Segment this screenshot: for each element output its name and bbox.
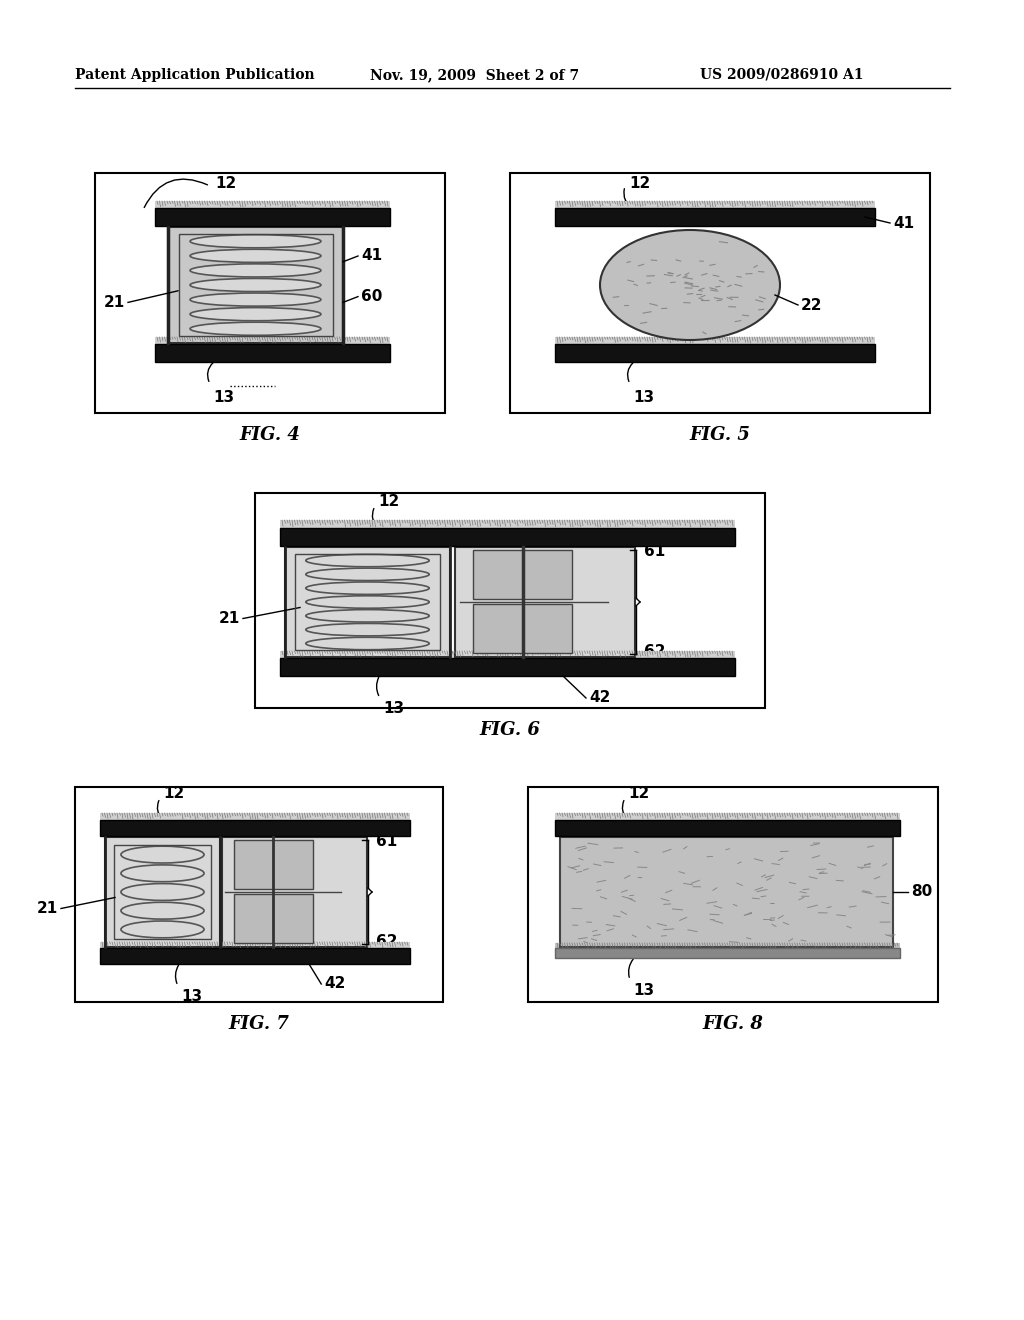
Text: 12: 12 [378, 495, 399, 510]
Ellipse shape [190, 308, 321, 321]
Ellipse shape [121, 921, 204, 937]
Bar [555, 337, 874, 345]
Bar [285, 546, 450, 657]
Text: 42: 42 [589, 690, 610, 705]
Bar [114, 845, 211, 939]
Bar [100, 820, 410, 836]
Bar [473, 605, 572, 653]
Bar [555, 345, 874, 362]
Text: FIG. 8: FIG. 8 [702, 1015, 764, 1034]
Text: 21: 21 [37, 902, 58, 916]
Text: 12: 12 [215, 177, 237, 191]
Bar [155, 201, 390, 209]
Ellipse shape [306, 568, 429, 581]
Bar [555, 820, 900, 836]
Bar [155, 345, 390, 362]
Text: FIG. 7: FIG. 7 [228, 1015, 290, 1034]
Bar [555, 942, 900, 949]
Text: 61: 61 [376, 834, 397, 850]
Ellipse shape [306, 623, 429, 636]
Ellipse shape [121, 846, 204, 863]
Text: Patent Application Publication: Patent Application Publication [75, 69, 314, 82]
Text: 13: 13 [213, 389, 234, 405]
Bar [100, 948, 410, 964]
Text: 13: 13 [633, 389, 654, 405]
Bar [155, 209, 390, 226]
Bar [473, 550, 572, 599]
Ellipse shape [121, 883, 204, 900]
Bar [75, 787, 443, 1002]
Text: 41: 41 [893, 215, 914, 231]
Ellipse shape [190, 293, 321, 306]
Bar [105, 837, 220, 946]
Text: 62: 62 [644, 644, 666, 660]
Bar [560, 837, 893, 946]
Bar [510, 173, 930, 413]
Bar [233, 840, 313, 888]
Text: 12: 12 [628, 787, 649, 801]
Bar [280, 651, 735, 659]
Ellipse shape [121, 865, 204, 882]
Text: 61: 61 [644, 544, 666, 560]
Ellipse shape [190, 249, 321, 263]
Text: 13: 13 [383, 701, 404, 715]
Bar [455, 546, 635, 657]
Text: 12: 12 [629, 177, 650, 191]
Bar [528, 787, 938, 1002]
Text: FIG. 4: FIG. 4 [240, 426, 300, 444]
Bar [178, 234, 333, 337]
Bar [280, 528, 735, 546]
Bar [295, 553, 440, 651]
Ellipse shape [190, 235, 321, 248]
Text: 22: 22 [801, 297, 822, 313]
Bar [555, 813, 900, 821]
Bar [168, 227, 343, 343]
Bar [100, 813, 410, 821]
Text: FIG. 6: FIG. 6 [479, 721, 541, 739]
Bar [555, 948, 900, 958]
Bar [100, 942, 410, 949]
Text: 13: 13 [633, 983, 654, 998]
Text: 42: 42 [325, 977, 346, 991]
Ellipse shape [600, 230, 780, 341]
Bar [255, 492, 765, 708]
Bar [280, 657, 735, 676]
Ellipse shape [190, 322, 321, 335]
Bar [222, 837, 367, 946]
Text: 12: 12 [163, 787, 184, 801]
Text: FIG. 5: FIG. 5 [689, 426, 751, 444]
Ellipse shape [306, 554, 429, 566]
Text: 41: 41 [361, 248, 382, 264]
Bar [155, 337, 390, 345]
Text: 21: 21 [219, 611, 240, 626]
Bar [233, 894, 313, 942]
Ellipse shape [190, 264, 321, 277]
Text: Nov. 19, 2009  Sheet 2 of 7: Nov. 19, 2009 Sheet 2 of 7 [370, 69, 580, 82]
Bar [280, 520, 735, 529]
Ellipse shape [306, 582, 429, 594]
Bar [555, 209, 874, 226]
Text: 21: 21 [103, 294, 125, 310]
Ellipse shape [306, 595, 429, 609]
Ellipse shape [306, 638, 429, 649]
Text: 62: 62 [376, 935, 397, 949]
Ellipse shape [121, 903, 204, 919]
Ellipse shape [190, 279, 321, 292]
Text: 13: 13 [181, 989, 202, 1005]
Bar [95, 173, 445, 413]
Ellipse shape [306, 610, 429, 622]
Text: 80: 80 [911, 884, 932, 899]
Bar [555, 201, 874, 209]
Text: 60: 60 [361, 289, 382, 304]
Text: US 2009/0286910 A1: US 2009/0286910 A1 [700, 69, 863, 82]
